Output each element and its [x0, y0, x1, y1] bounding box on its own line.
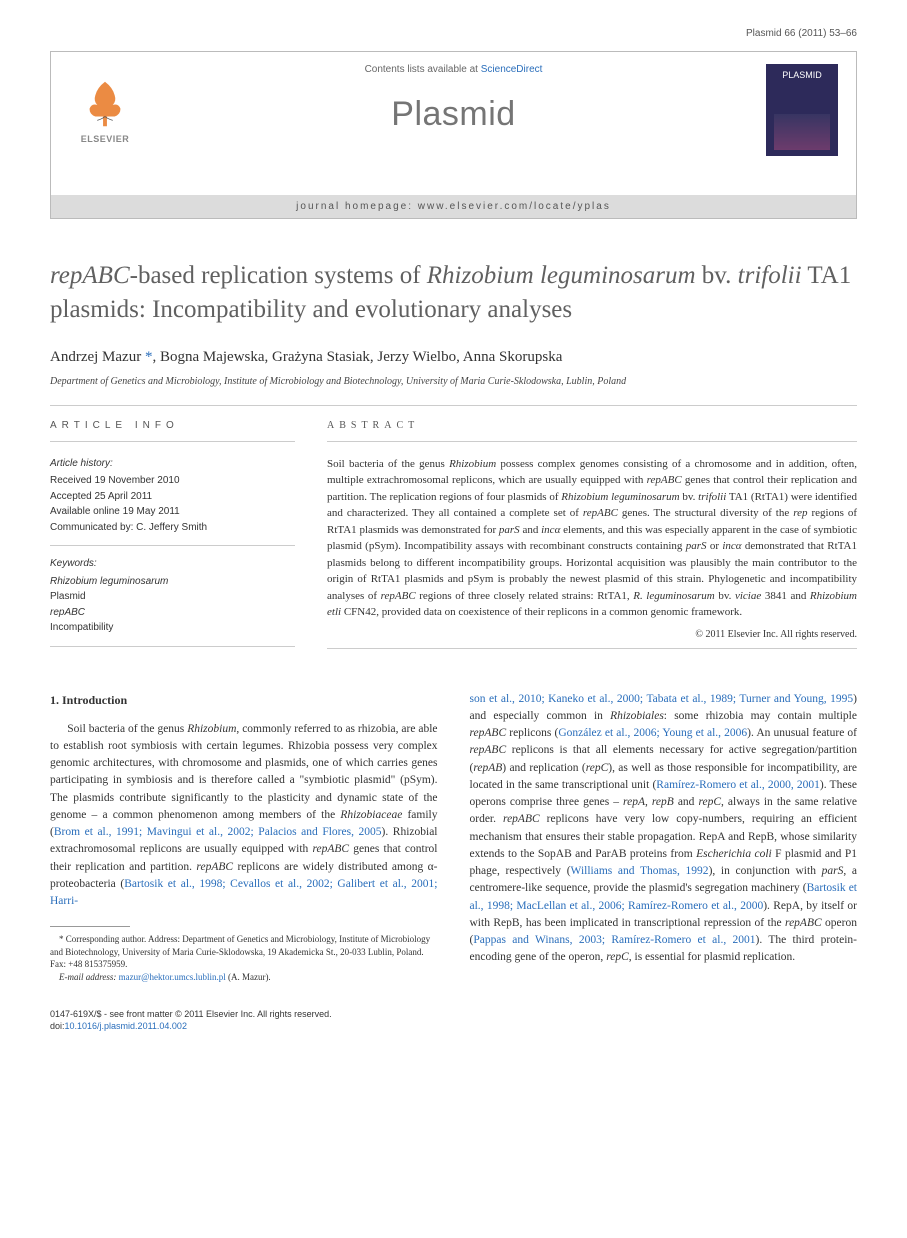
- keyword: Incompatibility: [50, 620, 295, 636]
- journal-homepage-bar: journal homepage: www.elsevier.com/locat…: [51, 195, 856, 218]
- abstract-text: Soil bacteria of the genus Rhizobium pos…: [327, 456, 857, 621]
- author-name: Andrzej Mazur: [50, 349, 141, 365]
- homepage-prefix: journal homepage:: [296, 201, 418, 212]
- page-header: Plasmid 66 (2011) 53–66: [50, 28, 857, 39]
- history-label: Article history:: [50, 456, 295, 472]
- sciencedirect-link[interactable]: ScienceDirect: [481, 64, 543, 75]
- contents-prefix: Contents lists available at: [365, 64, 481, 75]
- author-name: Grażyna Stasiak: [272, 349, 370, 365]
- footnote-separator: [50, 926, 130, 927]
- affiliation: Department of Genetics and Microbiology,…: [50, 376, 857, 387]
- contents-available-line: Contents lists available at ScienceDirec…: [141, 64, 766, 75]
- article-info-column: ARTICLE INFO Article history: Received 1…: [50, 420, 295, 663]
- abstract-column: ABSTRACT Soil bacteria of the genus Rhiz…: [327, 420, 857, 663]
- history-line: Received 19 November 2010: [50, 473, 295, 489]
- body-paragraph: son et al., 2010; Kaneko et al., 2000; T…: [470, 691, 858, 967]
- keywords-block: Keywords: Rhizobium leguminosarumPlasmid…: [50, 556, 295, 647]
- footnote-text: * Corresponding author. Address: Departm…: [50, 933, 438, 971]
- article-history-block: Article history: Received 19 November 20…: [50, 456, 295, 547]
- body-two-column: 1. Introduction Soil bacteria of the gen…: [50, 691, 857, 984]
- journal-cover-thumbnail: PLASMID: [766, 64, 838, 156]
- corresponding-marker[interactable]: *: [145, 349, 153, 365]
- elsevier-tree-icon: [76, 74, 134, 132]
- journal-name: Plasmid: [141, 95, 766, 134]
- keyword: Rhizobium leguminosarum: [50, 574, 295, 590]
- cover-graph-icon: [774, 114, 830, 150]
- keyword: Plasmid: [50, 589, 295, 605]
- section-number: 1.: [50, 693, 59, 707]
- authors-line: Andrzej Mazur *, Bogna Majewska, Grażyna…: [50, 349, 857, 366]
- front-matter-footer: 0147-619X/$ - see front matter © 2011 El…: [50, 1008, 857, 1033]
- body-column-left: 1. Introduction Soil bacteria of the gen…: [50, 691, 438, 984]
- copyright-front-matter: 0147-619X/$ - see front matter © 2011 El…: [50, 1008, 857, 1021]
- homepage-url[interactable]: www.elsevier.com/locate/yplas: [418, 201, 611, 212]
- publisher-logo: ELSEVIER: [69, 64, 141, 144]
- section-title: Introduction: [62, 693, 127, 707]
- abstract-label: ABSTRACT: [327, 420, 857, 431]
- publisher-logo-text: ELSEVIER: [81, 134, 130, 144]
- keyword: repABC: [50, 605, 295, 621]
- doi-link[interactable]: 10.1016/j.plasmid.2011.04.002: [65, 1021, 187, 1031]
- body-paragraph: Soil bacteria of the genus Rhizobium, co…: [50, 721, 438, 911]
- article-title: repABC-based replication systems of Rhiz…: [50, 259, 857, 327]
- keywords-label: Keywords:: [50, 556, 295, 572]
- email-suffix: (A. Mazur).: [228, 972, 271, 982]
- divider: [50, 405, 857, 406]
- corresponding-email-link[interactable]: mazur@hektor.umcs.lublin.pl: [119, 972, 226, 982]
- abstract-copyright: © 2011 Elsevier Inc. All rights reserved…: [327, 629, 857, 640]
- body-column-right: son et al., 2010; Kaneko et al., 2000; T…: [470, 691, 858, 984]
- author-name: Anna Skorupska: [463, 349, 563, 365]
- section-heading: 1. Introduction: [50, 691, 438, 709]
- corresponding-author-footnote: * Corresponding author. Address: Departm…: [50, 933, 438, 983]
- journal-header-box: ELSEVIER Contents lists available at Sci…: [50, 51, 857, 219]
- author-name: Jerzy Wielbo: [377, 349, 456, 365]
- history-line: Accepted 25 April 2011: [50, 489, 295, 505]
- cover-title: PLASMID: [766, 64, 838, 80]
- history-line: Communicated by: C. Jeffery Smith: [50, 520, 295, 536]
- doi-prefix: doi:: [50, 1021, 65, 1031]
- author-name: Bogna Majewska: [160, 349, 265, 365]
- email-label: E-mail address:: [59, 972, 116, 982]
- history-line: Available online 19 May 2011: [50, 504, 295, 520]
- article-info-label: ARTICLE INFO: [50, 420, 295, 431]
